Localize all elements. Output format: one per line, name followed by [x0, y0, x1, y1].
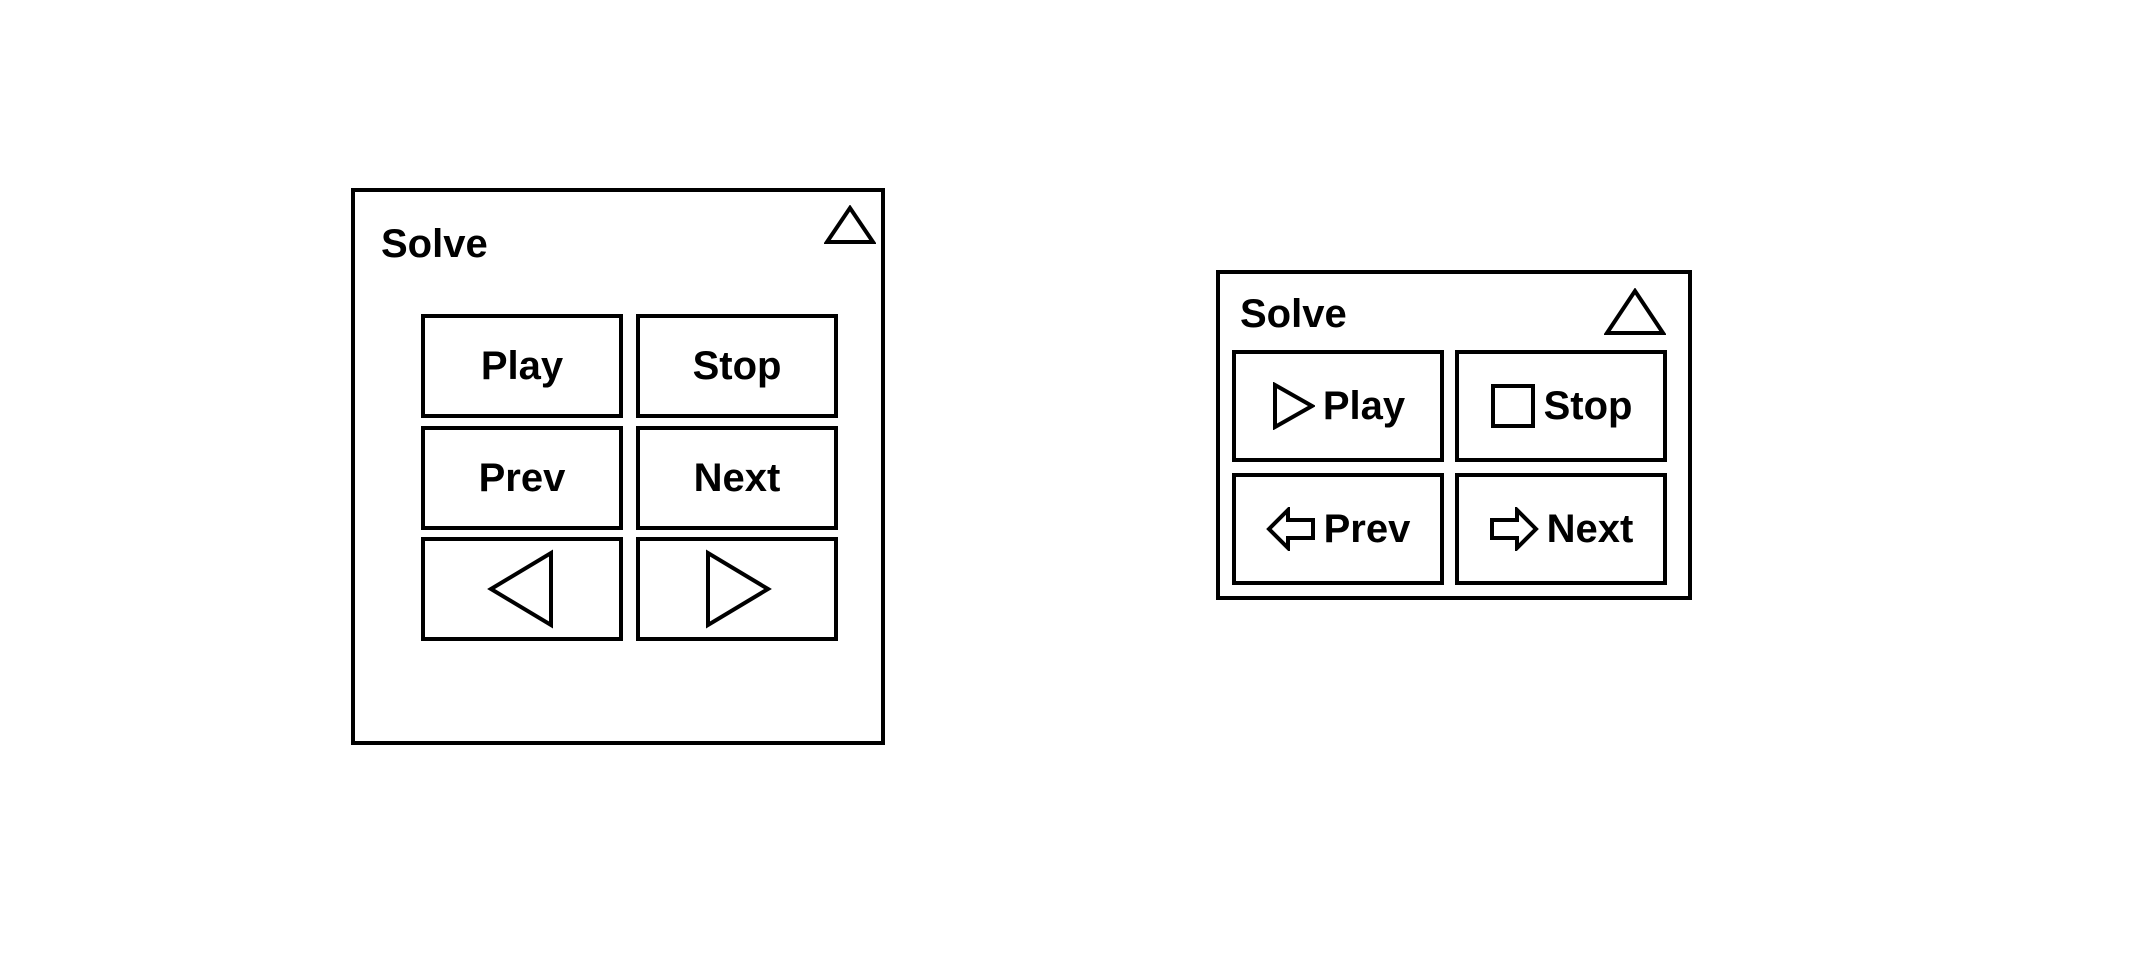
next-button[interactable]: Next [636, 426, 838, 530]
solve-panel-wireframe-1: Solve Play Stop Prev Next [351, 188, 885, 745]
stop-button-label: Stop [1543, 384, 1633, 428]
play-button[interactable]: Play [1232, 350, 1444, 462]
step-forward-button[interactable] [636, 537, 838, 641]
next-button[interactable]: Next [1455, 473, 1667, 585]
triangle-left-icon [487, 549, 553, 629]
panel-title: Solve [381, 222, 488, 266]
stop-button-label: Stop [692, 344, 782, 388]
collapse-button[interactable] [823, 204, 877, 250]
play-button[interactable]: Play [421, 314, 623, 418]
triangle-up-icon [823, 204, 877, 244]
arrow-right-icon [1489, 507, 1539, 551]
stop-button[interactable]: Stop [636, 314, 838, 418]
triangle-up-icon [1603, 287, 1667, 335]
stop-icon [1490, 384, 1535, 428]
play-button-label: Play [480, 344, 564, 388]
play-icon [1272, 382, 1315, 430]
arrow-left-icon [1265, 507, 1315, 551]
prev-button-label: Prev [1323, 507, 1411, 551]
triangle-right-icon [706, 549, 772, 629]
step-back-button[interactable] [421, 537, 623, 641]
prev-button[interactable]: Prev [421, 426, 623, 530]
prev-button-label: Prev [478, 456, 566, 500]
prev-button[interactable]: Prev [1232, 473, 1444, 585]
panel-title: Solve [1240, 292, 1347, 336]
next-button-label: Next [693, 456, 781, 500]
play-button-label: Play [1322, 384, 1406, 428]
stop-button[interactable]: Stop [1455, 350, 1667, 462]
collapse-button[interactable] [1603, 287, 1667, 341]
next-button-label: Next [1546, 507, 1634, 551]
solve-panel-wireframe-2: Solve Play Stop Prev Next [1216, 270, 1692, 600]
